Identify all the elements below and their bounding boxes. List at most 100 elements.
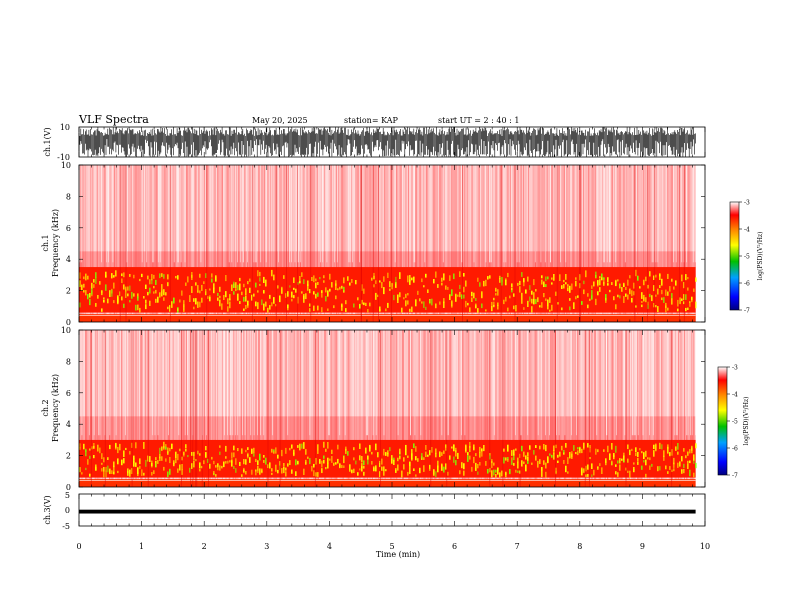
colorbar-tick-label: -3 — [744, 200, 750, 207]
spectrogram-peak — [259, 468, 261, 475]
station-label: station= KAP — [344, 116, 399, 125]
spectrogram-column — [357, 330, 359, 487]
spectrogram-column — [657, 330, 659, 487]
spectrogram-gap — [615, 165, 617, 263]
spectrogram-gap — [178, 165, 179, 263]
spectrogram-peak — [491, 301, 493, 306]
spectrogram-peak — [163, 297, 165, 301]
spectrogram-column — [586, 330, 588, 487]
spectrogram-peak — [133, 460, 135, 467]
spectrogram-peak — [315, 282, 317, 289]
spectrogram-column — [268, 330, 270, 487]
spectrogram-peak — [155, 298, 157, 303]
spectrogram-peak — [411, 449, 413, 457]
spectrogram-column — [589, 165, 591, 322]
spectrogram-peak — [109, 468, 111, 474]
spectrogram-peak — [669, 452, 671, 456]
spectrogram-peak — [539, 445, 541, 450]
spectrogram-peak — [685, 455, 687, 459]
spectrogram-column — [592, 330, 594, 487]
spectrogram-peak — [455, 293, 457, 296]
spectrogram-peak — [207, 458, 209, 463]
spectrogram-peak — [225, 445, 227, 452]
spectrogram-peak — [609, 453, 611, 461]
spectrogram-gap — [686, 330, 687, 436]
spectrogram-peak — [471, 466, 473, 472]
spectrogram-column — [197, 165, 199, 322]
spectrogram-peak — [501, 280, 503, 286]
spectrogram-peak — [693, 472, 695, 478]
spectrogram-peak — [149, 279, 151, 285]
spectrogram-peak — [547, 299, 549, 307]
spectrogram-peak — [463, 463, 465, 469]
spectrogram-column — [103, 330, 105, 487]
spectrogram-column — [273, 330, 275, 487]
spectrogram-column — [527, 165, 529, 322]
spectrogram-peak — [457, 452, 459, 459]
spectrogram-peak — [225, 291, 227, 298]
spectrogram-gap — [115, 330, 117, 436]
spectrogram-peak — [291, 444, 293, 449]
spectrogram-peak — [161, 290, 163, 297]
spectrogram-peak — [357, 297, 359, 301]
spectrogram-peak — [373, 272, 375, 279]
spectrogram-column — [455, 330, 457, 487]
spectrogram-column — [200, 330, 202, 487]
spectrogram-peak — [229, 460, 231, 463]
spectrogram-peak — [637, 452, 639, 458]
spectrogram-peak — [117, 458, 119, 465]
spectrogram-peak — [329, 288, 331, 292]
spectrogram-peak — [625, 287, 627, 290]
spectrogram-gap — [247, 165, 248, 263]
spectrogram-peak — [573, 445, 575, 451]
spectrogram-gap — [515, 330, 516, 436]
spectrogram-peak — [675, 446, 677, 451]
spectrogram-peak — [101, 462, 103, 465]
spectrogram-peak — [229, 301, 231, 309]
spectrogram-gap — [534, 165, 536, 263]
spectrogram-column — [485, 330, 487, 487]
spectrogram-peak — [407, 471, 409, 476]
spectrogram-peak — [585, 474, 587, 478]
spectrogram-peak — [271, 269, 273, 277]
spectrogram-column — [135, 330, 137, 487]
spectrogram-peak — [577, 295, 579, 298]
spectrogram-peak — [679, 461, 681, 467]
spectrogram-column — [449, 165, 451, 322]
spectrogram-column — [214, 330, 216, 487]
spectrogram-column — [220, 330, 222, 487]
spectrogram-peak — [613, 296, 615, 301]
spectrogram-column — [669, 165, 671, 322]
spectrogram-column — [536, 165, 538, 322]
spectrogram-column — [295, 165, 297, 322]
spectrogram-column — [628, 165, 630, 322]
spectrogram-peak — [543, 444, 545, 450]
spectrogram-column — [87, 330, 89, 487]
spectrogram-peak — [371, 451, 373, 455]
spectrogram-column — [221, 165, 223, 322]
spectrogram-column — [643, 165, 645, 322]
spectrogram-floor — [79, 479, 696, 487]
spectrogram-peak — [385, 308, 387, 312]
spectrogram-gap — [549, 330, 550, 436]
spectrogram-column — [251, 330, 253, 487]
spectrogram-column — [572, 330, 574, 487]
spectrogram-peak — [103, 467, 105, 472]
spectrogram-gap — [232, 330, 234, 436]
spectrogram-peak — [413, 443, 415, 448]
spectrogram-peak — [617, 279, 619, 282]
spectrogram-peak — [431, 447, 433, 453]
spectrogram-spike — [500, 165, 502, 322]
spectrogram-column — [99, 165, 101, 322]
spectrogram-gap — [242, 330, 243, 436]
spectrogram-column — [280, 165, 282, 322]
spectrogram-column — [117, 165, 119, 322]
spectrogram-gap — [126, 165, 128, 263]
spectrogram-column — [555, 165, 557, 322]
spectrogram-gap — [309, 330, 311, 436]
spectrogram-column — [447, 165, 449, 322]
spectrogram-column — [601, 330, 603, 487]
spectrogram-peak — [95, 303, 97, 307]
spectrogram-peak — [223, 295, 225, 300]
spectrogram-peak — [411, 306, 413, 312]
